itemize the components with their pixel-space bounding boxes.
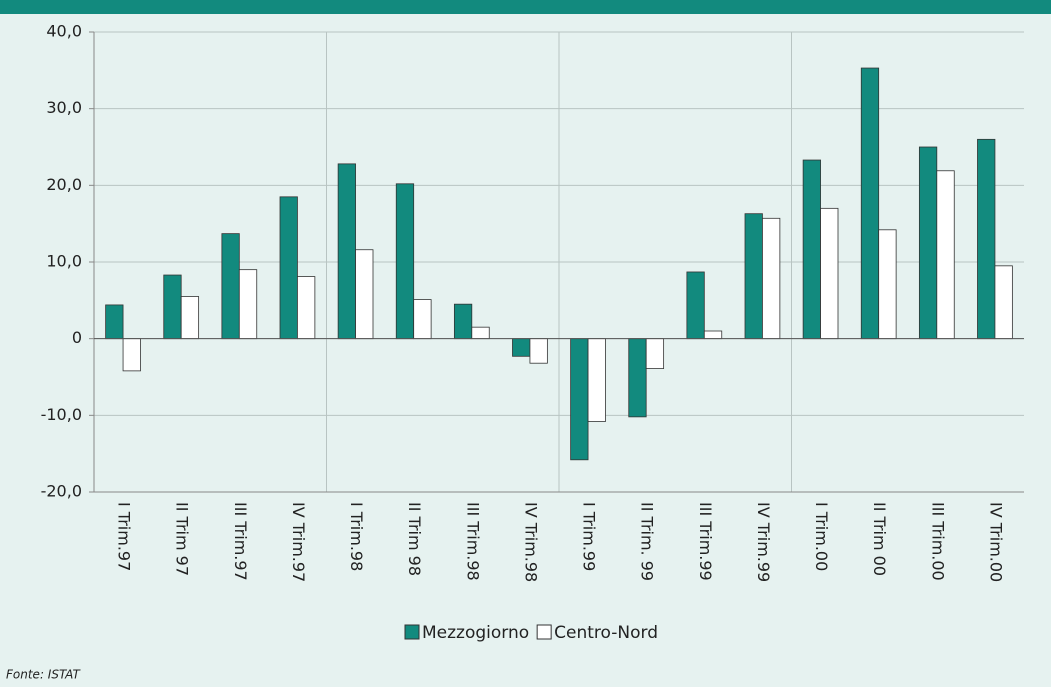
bar xyxy=(977,138,996,340)
header-band xyxy=(0,0,1051,14)
y-tick-label: 30,0 xyxy=(46,98,82,117)
bar xyxy=(820,207,839,340)
x-tick-label: II Trim 98 xyxy=(405,502,424,576)
bar xyxy=(762,217,781,340)
x-tick-label: III Trim.99 xyxy=(696,502,715,581)
bar xyxy=(645,338,665,369)
x-tick-label: II Trim 97 xyxy=(173,502,192,576)
x-tick-label: IV Trim.99 xyxy=(754,502,773,582)
x-tick-label: I Trim.99 xyxy=(580,502,599,571)
x-tick-label: III Trim.97 xyxy=(231,502,250,581)
legend-swatch xyxy=(404,624,420,640)
bar xyxy=(878,229,897,340)
legend: Mezzogiorno Centro-Nord xyxy=(404,623,658,643)
bar xyxy=(686,271,705,340)
bar xyxy=(512,338,531,357)
bar xyxy=(337,163,356,340)
bar xyxy=(936,170,955,340)
legend-swatch xyxy=(536,624,552,640)
bar xyxy=(918,146,938,340)
x-tick-label: II Trim. 99 xyxy=(638,502,657,581)
x-tick-label: II Trim 00 xyxy=(870,502,889,576)
bar xyxy=(355,249,374,340)
bar xyxy=(105,304,124,340)
bar xyxy=(413,299,432,340)
bar xyxy=(802,159,821,340)
y-tick-label: 0 xyxy=(72,328,82,347)
bar xyxy=(703,330,723,340)
bar xyxy=(279,196,298,340)
y-tick-label: 20,0 xyxy=(46,175,82,194)
legend-label: Centro-Nord xyxy=(554,623,658,643)
bar xyxy=(994,265,1013,340)
y-tick-label: 40,0 xyxy=(46,22,82,41)
bar xyxy=(453,303,473,340)
bar xyxy=(860,67,880,340)
bar xyxy=(628,338,647,418)
bar xyxy=(238,269,258,340)
x-tick-label: IV Trim.00 xyxy=(986,502,1005,582)
source-note: Fonte: ISTAT xyxy=(6,668,82,682)
bar xyxy=(297,276,316,340)
x-tick-label: IV Trim.98 xyxy=(521,502,540,582)
x-tick-label: I Trim.98 xyxy=(347,502,366,571)
y-tick-label: 10,0 xyxy=(46,252,82,271)
bar xyxy=(744,213,763,340)
x-tick-label: I Trim.00 xyxy=(812,502,831,571)
y-tick-label: -10,0 xyxy=(41,405,82,424)
x-tick-label: III Trim.98 xyxy=(463,502,482,581)
bar xyxy=(180,296,200,340)
bar xyxy=(570,338,589,461)
x-tick-label: IV Trim.97 xyxy=(289,502,308,582)
x-tick-label: III Trim.00 xyxy=(928,502,947,581)
bar xyxy=(221,233,240,340)
y-tick-label: -20,0 xyxy=(41,482,82,501)
bar xyxy=(529,338,548,364)
bar xyxy=(471,326,490,340)
bar xyxy=(163,274,182,340)
bar xyxy=(587,338,606,422)
bar xyxy=(122,338,141,372)
bar xyxy=(395,183,415,340)
x-tick-label: I Trim.97 xyxy=(115,502,134,571)
legend-label: Mezzogiorno xyxy=(422,623,529,643)
